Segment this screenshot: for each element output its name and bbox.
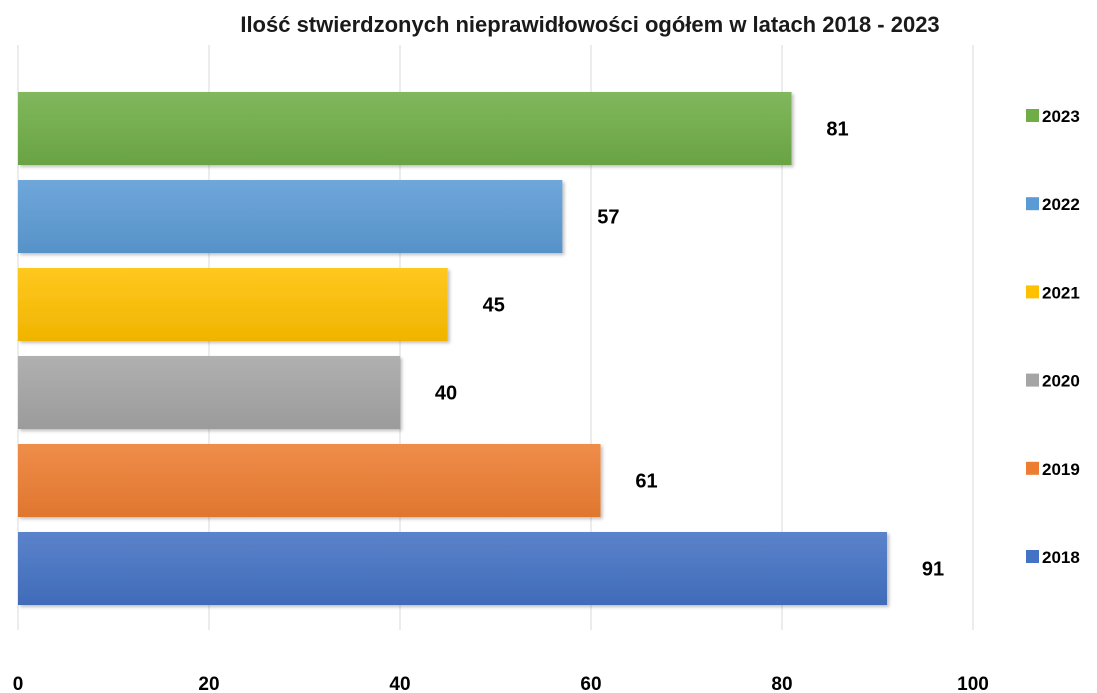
data-label-2022: 57	[597, 207, 619, 229]
legend-swatch-2019	[1026, 461, 1039, 475]
bar-2022	[18, 180, 563, 253]
data-labels: 81 57 45 40 61 91	[435, 119, 944, 581]
legend-swatch-2018	[1026, 550, 1039, 563]
x-tick-label: 60	[580, 674, 601, 693]
bar-2021	[18, 268, 448, 341]
data-label-2020: 40	[435, 383, 457, 405]
legend-swatch-2022	[1026, 197, 1039, 211]
bars	[18, 92, 888, 605]
bar-2023	[18, 92, 792, 165]
x-axis-ticks: 0 20 40 60 80 100	[13, 674, 989, 693]
legend-label-2021: 2021	[1042, 283, 1080, 302]
data-label-2021: 45	[483, 295, 505, 317]
legend: 2023 2022 2021 2020 2019 2018	[1026, 107, 1080, 567]
bar-2020	[18, 356, 400, 429]
x-tick-label: 20	[198, 674, 219, 693]
data-label-2019: 61	[635, 471, 657, 493]
legend-swatch-2021	[1026, 285, 1039, 299]
x-tick-label: 100	[957, 674, 989, 693]
legend-label-2019: 2019	[1042, 460, 1080, 479]
legend-swatch-2023	[1026, 109, 1039, 122]
legend-label-2022: 2022	[1042, 195, 1080, 214]
data-label-2018: 91	[922, 559, 944, 581]
legend-label-2020: 2020	[1042, 372, 1080, 391]
x-tick-label: 80	[771, 674, 792, 693]
x-tick-label: 0	[13, 674, 24, 693]
x-tick-label: 40	[389, 674, 410, 693]
legend-label-2023: 2023	[1042, 107, 1080, 126]
chart-title: Ilość stwierdzonych nieprawidłowości ogó…	[240, 12, 939, 37]
legend-label-2018: 2018	[1042, 548, 1080, 567]
bar-2018	[18, 532, 888, 605]
bar-2019	[18, 444, 601, 517]
data-label-2023: 81	[826, 119, 848, 141]
legend-swatch-2020	[1026, 373, 1039, 387]
